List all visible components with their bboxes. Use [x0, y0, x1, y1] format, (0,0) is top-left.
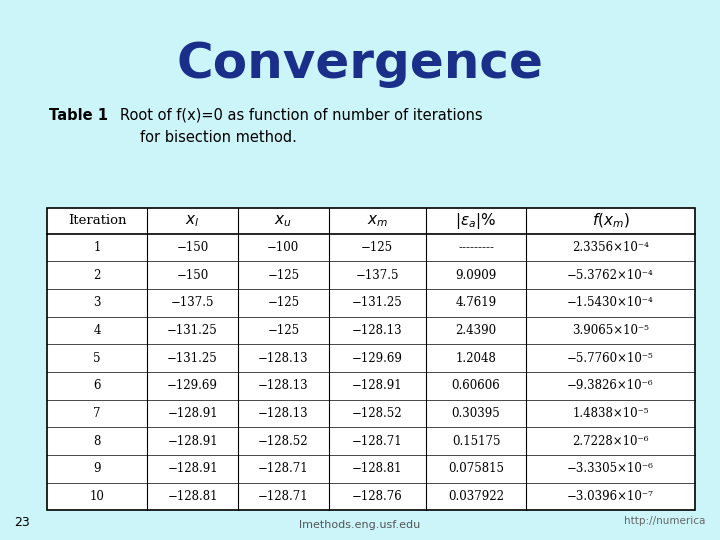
Text: 3: 3	[94, 296, 101, 309]
Text: −131.25: −131.25	[167, 324, 218, 337]
Text: −128.81: −128.81	[352, 462, 402, 475]
Text: −128.71: −128.71	[258, 462, 309, 475]
Text: 2: 2	[94, 268, 101, 281]
Text: −128.81: −128.81	[167, 490, 218, 503]
Text: 6: 6	[94, 379, 101, 392]
Text: $x_u$: $x_u$	[274, 213, 292, 228]
Text: 1.4838×10⁻⁵: 1.4838×10⁻⁵	[572, 407, 649, 420]
Text: 2.3356×10⁻⁴: 2.3356×10⁻⁴	[572, 241, 649, 254]
Text: −128.52: −128.52	[352, 407, 402, 420]
Text: 2.4390: 2.4390	[456, 324, 497, 337]
Text: $x_l$: $x_l$	[186, 213, 199, 228]
Text: −128.91: −128.91	[352, 379, 402, 392]
Text: −137.5: −137.5	[356, 268, 399, 281]
Text: −128.71: −128.71	[258, 490, 309, 503]
Text: −128.13: −128.13	[352, 324, 402, 337]
Text: −128.71: −128.71	[352, 435, 402, 448]
Text: 0.30395: 0.30395	[451, 407, 500, 420]
Text: 10: 10	[89, 490, 104, 503]
Text: $x_m$: $x_m$	[366, 213, 388, 228]
Text: −128.91: −128.91	[167, 435, 218, 448]
Bar	[47, 208, 695, 510]
Text: −3.3305×10⁻⁶: −3.3305×10⁻⁶	[567, 462, 654, 475]
Text: $|\epsilon_a|\%$: $|\epsilon_a|\%$	[456, 211, 497, 231]
Text: Table 1: Table 1	[49, 108, 108, 123]
Text: −128.91: −128.91	[167, 462, 218, 475]
Text: 0.037922: 0.037922	[448, 490, 504, 503]
Text: 4: 4	[94, 324, 101, 337]
Text: 8: 8	[94, 435, 101, 448]
Text: −150: −150	[176, 241, 209, 254]
Text: 1: 1	[94, 241, 101, 254]
Text: −1.5430×10⁻⁴: −1.5430×10⁻⁴	[567, 296, 654, 309]
Text: −150: −150	[176, 268, 209, 281]
Text: $f\left(x_m\right)$: $f\left(x_m\right)$	[592, 212, 629, 230]
Text: for bisection method.: for bisection method.	[140, 130, 297, 145]
Text: −129.69: −129.69	[352, 352, 402, 365]
Text: −128.52: −128.52	[258, 435, 309, 448]
Text: 1.2048: 1.2048	[456, 352, 497, 365]
Text: −128.13: −128.13	[258, 379, 309, 392]
Text: 9: 9	[94, 462, 101, 475]
Text: 0.15175: 0.15175	[452, 435, 500, 448]
Text: 2.7228×10⁻⁶: 2.7228×10⁻⁶	[572, 435, 649, 448]
Text: −128.13: −128.13	[258, 352, 309, 365]
Text: 9.0909: 9.0909	[456, 268, 497, 281]
Text: −125: −125	[361, 241, 393, 254]
Text: −128.91: −128.91	[167, 407, 218, 420]
Text: −125: −125	[267, 268, 300, 281]
Text: −129.69: −129.69	[167, 379, 218, 392]
Text: Root of f(x)=0 as function of number of iterations: Root of f(x)=0 as function of number of …	[120, 108, 482, 123]
Text: −125: −125	[267, 296, 300, 309]
Text: 3.9065×10⁻⁵: 3.9065×10⁻⁵	[572, 324, 649, 337]
Text: −128.76: −128.76	[352, 490, 402, 503]
Text: ---------: ---------	[458, 241, 494, 254]
Text: Convergence: Convergence	[176, 40, 544, 89]
Text: 4.7619: 4.7619	[456, 296, 497, 309]
Text: 0.60606: 0.60606	[451, 379, 500, 392]
Text: −131.25: −131.25	[167, 352, 218, 365]
Text: −125: −125	[267, 324, 300, 337]
Text: −128.13: −128.13	[258, 407, 309, 420]
Text: 0.075815: 0.075815	[448, 462, 504, 475]
Text: 7: 7	[94, 407, 101, 420]
Text: −137.5: −137.5	[171, 296, 215, 309]
Text: −5.3762×10⁻⁴: −5.3762×10⁻⁴	[567, 268, 654, 281]
Text: −100: −100	[267, 241, 300, 254]
Text: 23: 23	[14, 516, 30, 529]
Text: −131.25: −131.25	[352, 296, 402, 309]
Text: Iteration: Iteration	[68, 214, 126, 227]
Text: lmethods.eng.usf.edu: lmethods.eng.usf.edu	[300, 520, 420, 530]
Text: −3.0396×10⁻⁷: −3.0396×10⁻⁷	[567, 490, 654, 503]
Text: −5.7760×10⁻⁵: −5.7760×10⁻⁵	[567, 352, 654, 365]
Text: 5: 5	[94, 352, 101, 365]
Text: −9.3826×10⁻⁶: −9.3826×10⁻⁶	[567, 379, 654, 392]
Text: http://numerica: http://numerica	[624, 516, 706, 526]
